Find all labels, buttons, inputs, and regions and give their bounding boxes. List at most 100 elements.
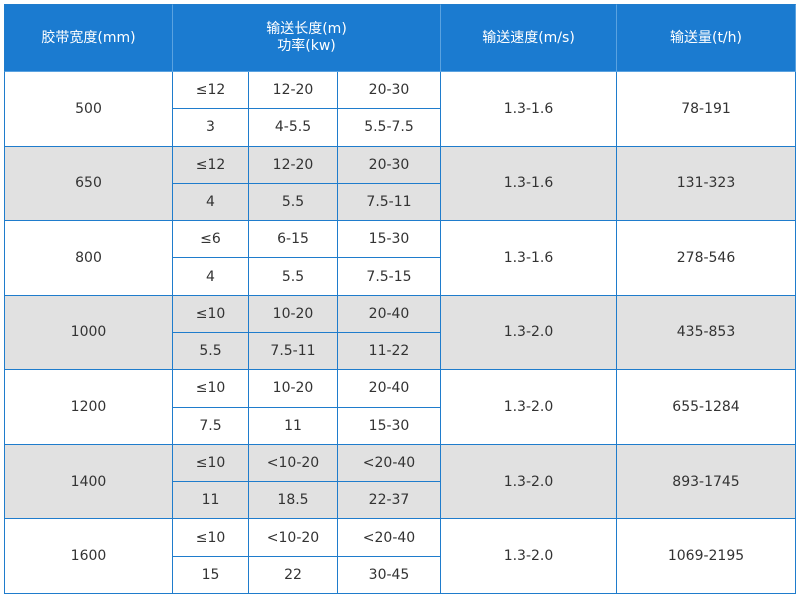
cell-text: 11-22 <box>368 343 410 360</box>
cell-text: 22-37 <box>368 492 410 509</box>
width-cell: 1200 <box>4 370 173 445</box>
cell-text: ≤10 <box>195 305 226 322</box>
power-cell: 4-5.5 <box>249 109 338 147</box>
power-cell: 5.5 <box>173 333 249 371</box>
length-cell: <10-20 <box>249 519 338 557</box>
power-cell: 5.5 <box>249 258 338 296</box>
power-cell: 15 <box>173 556 249 594</box>
cell-text: 20-40 <box>368 380 410 397</box>
cell-text: 4 <box>206 268 215 285</box>
cell-text: 22 <box>284 566 302 583</box>
cell-text: <20-40 <box>362 529 416 546</box>
length-cell: <20-40 <box>338 444 441 483</box>
cell-text: 12-20 <box>272 156 314 173</box>
power-cell: 11-22 <box>338 333 441 371</box>
cell-text: 输送速度(m/s) <box>482 29 575 46</box>
cell-text: 650 <box>75 175 102 192</box>
length-cell: 20-40 <box>338 370 441 408</box>
power-cell: 11 <box>249 407 338 445</box>
cell-text: 7.5 <box>199 417 222 434</box>
cell-text: 278-546 <box>676 249 736 266</box>
cell-text: ≤12 <box>195 156 226 173</box>
length-cell: 20-40 <box>338 295 441 333</box>
length-cell: 10-20 <box>249 370 338 408</box>
cell-text: ≤10 <box>195 454 226 471</box>
length-cell: 10-20 <box>249 295 338 333</box>
cell-text: 1.3-1.6 <box>503 175 554 192</box>
capacity-cell: 435-853 <box>617 295 796 371</box>
speed-cell: 1.3-1.6 <box>441 146 617 222</box>
cell-text: <20-40 <box>362 454 416 471</box>
cell-text: 7.5-11 <box>270 343 316 360</box>
cell-text: 4 <box>206 193 215 210</box>
cell-text: ≤6 <box>200 231 221 248</box>
cell-text: 1400 <box>70 473 107 490</box>
width-cell: 800 <box>4 221 173 296</box>
cell-text: 30-45 <box>368 566 410 583</box>
cell-text: 输送长度(m) <box>266 21 347 37</box>
cell-text: 3 <box>206 119 215 136</box>
header-cell: 胶带宽度(mm) <box>4 4 173 72</box>
width-cell: 1400 <box>4 444 173 520</box>
width-cell: 500 <box>4 72 173 147</box>
length-cell: ≤6 <box>173 221 249 259</box>
length-cell: ≤12 <box>173 72 249 110</box>
length-cell: ≤10 <box>173 444 249 483</box>
cell-text: 18.5 <box>277 492 309 509</box>
power-cell: 7.5-15 <box>338 258 441 296</box>
length-cell: <20-40 <box>338 519 441 557</box>
speed-cell: 1.3-1.6 <box>441 72 617 147</box>
cell-text: 78-191 <box>681 100 731 117</box>
power-cell: 7.5 <box>173 407 249 445</box>
cell-text: 131-323 <box>676 175 736 192</box>
width-cell: 650 <box>4 146 173 222</box>
length-cell: 12-20 <box>249 146 338 184</box>
speed-cell: 1.3-2.0 <box>441 444 617 520</box>
cell-text: 11 <box>284 417 302 434</box>
cell-text: 1.3-1.6 <box>503 100 554 117</box>
capacity-cell: 893-1745 <box>617 444 796 520</box>
length-cell: ≤10 <box>173 295 249 333</box>
cell-text: 4-5.5 <box>274 119 312 136</box>
power-cell: 5.5 <box>249 183 338 222</box>
cell-text: 1.3-1.6 <box>503 249 554 266</box>
length-cell: ≤10 <box>173 519 249 557</box>
capacity-cell: 278-546 <box>617 221 796 296</box>
speed-cell: 1.3-2.0 <box>441 370 617 445</box>
power-cell: 4 <box>173 258 249 296</box>
cell-text: ≤10 <box>195 529 226 546</box>
cell-text: 655-1284 <box>672 399 740 416</box>
width-cell: 1000 <box>4 295 173 371</box>
cell-text: 1.3-2.0 <box>503 399 554 416</box>
power-cell: 18.5 <box>249 482 338 520</box>
cell-text: 1600 <box>70 548 107 565</box>
cell-text: 1000 <box>70 324 107 341</box>
length-cell: 20-30 <box>338 146 441 184</box>
cell-text: 7.5-11 <box>366 193 412 210</box>
length-cell: 20-30 <box>338 72 441 110</box>
cell-text: 20-40 <box>368 305 410 322</box>
cell-text: 11 <box>201 492 220 509</box>
cell-text: 20-30 <box>368 82 410 99</box>
power-cell: 4 <box>173 183 249 222</box>
cell-text: 15-30 <box>368 231 410 248</box>
power-cell: 15-30 <box>338 407 441 445</box>
length-cell: 15-30 <box>338 221 441 259</box>
cell-text: 5.5-7.5 <box>364 119 414 136</box>
cell-text: 胶带宽度(mm) <box>41 29 136 46</box>
cell-text: 15 <box>201 566 220 583</box>
speed-cell: 1.3-2.0 <box>441 519 617 594</box>
power-cell: 22 <box>249 556 338 594</box>
capacity-cell: 1069-2195 <box>617 519 796 594</box>
power-cell: 5.5-7.5 <box>338 109 441 147</box>
power-cell: 30-45 <box>338 556 441 594</box>
cell-text: 5.5 <box>281 268 305 285</box>
cell-text: 20-30 <box>368 156 410 173</box>
length-cell: ≤10 <box>173 370 249 408</box>
power-cell: 22-37 <box>338 482 441 520</box>
cell-text: 输送量(t/h) <box>669 29 742 46</box>
power-cell: 7.5-11 <box>338 183 441 222</box>
capacity-cell: 78-191 <box>617 72 796 147</box>
cell-text: 500 <box>75 100 102 117</box>
length-cell: ≤12 <box>173 146 249 184</box>
